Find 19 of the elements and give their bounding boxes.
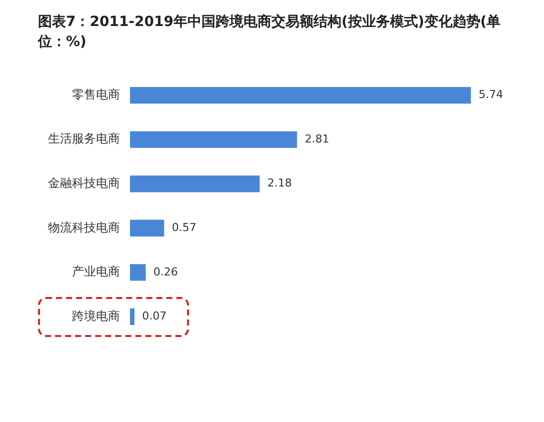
bar: [130, 220, 164, 236]
data-label: 0.57: [172, 220, 196, 234]
data-label: 5.74: [478, 88, 504, 102]
y-tick-label: 产业电商: [72, 264, 120, 279]
chart-title: 图表7：2011-2019年中国跨境电商交易额结构(按业务模式)变化趋势(单位：%): [36, 12, 502, 52]
bar: [130, 176, 260, 192]
data-label: 0.07: [142, 310, 167, 323]
y-tick-label: 零售电商: [72, 87, 120, 102]
data-label: 0.26: [153, 265, 178, 278]
bar: [130, 308, 134, 325]
bar: [130, 131, 298, 148]
y-tick-label: 跨境电商: [72, 308, 120, 323]
y-tick-label: 物流科技电商: [48, 220, 120, 234]
bar: [130, 87, 471, 104]
data-label: 2.81: [304, 132, 330, 146]
bar: [130, 264, 146, 281]
data-label: 2.18: [267, 176, 292, 190]
y-tick-label: 生活服务电商: [48, 132, 120, 146]
y-tick-label: 金融科技电商: [48, 176, 120, 190]
